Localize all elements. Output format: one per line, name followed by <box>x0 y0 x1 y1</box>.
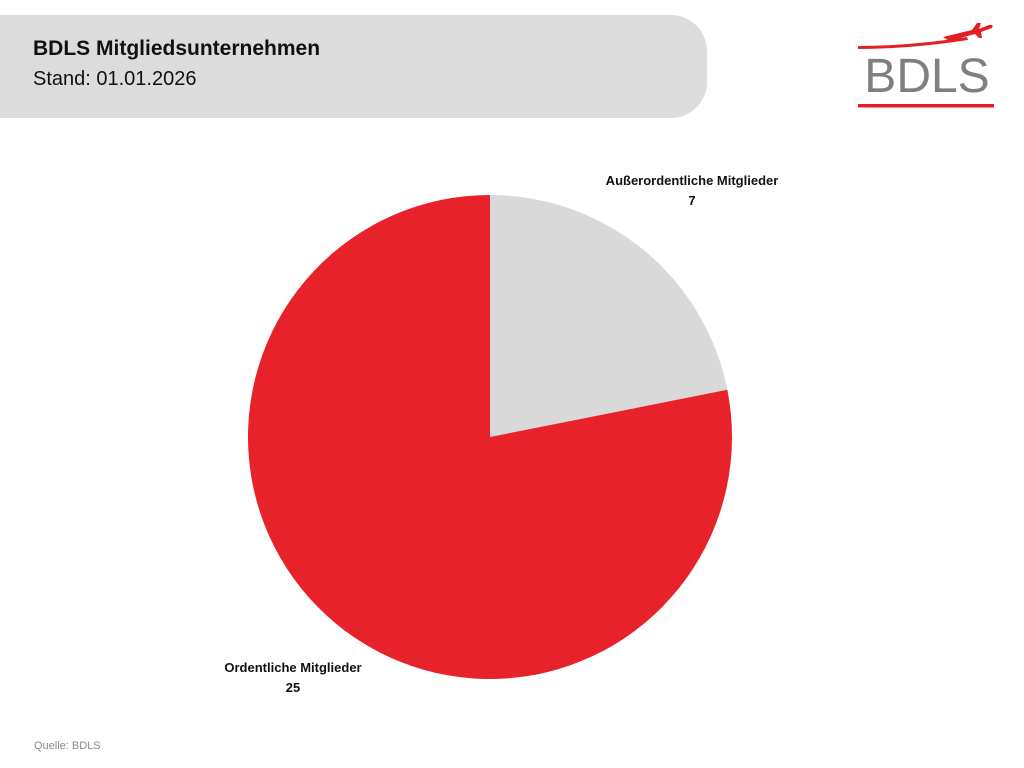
slice-label-ordentliche: Ordentliche Mitglieder 25 <box>224 658 361 698</box>
pie-slice-1 <box>247 195 732 679</box>
logo-underline <box>858 104 994 108</box>
pie-slices <box>247 195 732 679</box>
slice-label-name: Ordentliche Mitglieder <box>224 660 362 675</box>
slice-label-name: Außerordentliche Mitglieder <box>605 173 779 188</box>
page-title: BDLS Mitgliedsunternehmen <box>33 37 321 60</box>
logo-wordmark: BDLS <box>864 50 989 103</box>
bdls-logo: BDLS <box>858 23 994 108</box>
pie-slice-0 <box>490 195 728 437</box>
slice-label-value: 7 <box>688 193 696 208</box>
source-note: Quelle: BDLS <box>34 740 101 752</box>
airplane-icon <box>943 23 993 41</box>
header-band <box>0 15 707 118</box>
page-subtitle: Stand: 01.01.2026 <box>33 68 197 90</box>
slice-label-value: 25 <box>285 680 301 695</box>
slice-label-ausserordentliche: Außerordentliche Mitglieder 7 <box>606 171 779 211</box>
logo-swoosh <box>858 37 968 49</box>
